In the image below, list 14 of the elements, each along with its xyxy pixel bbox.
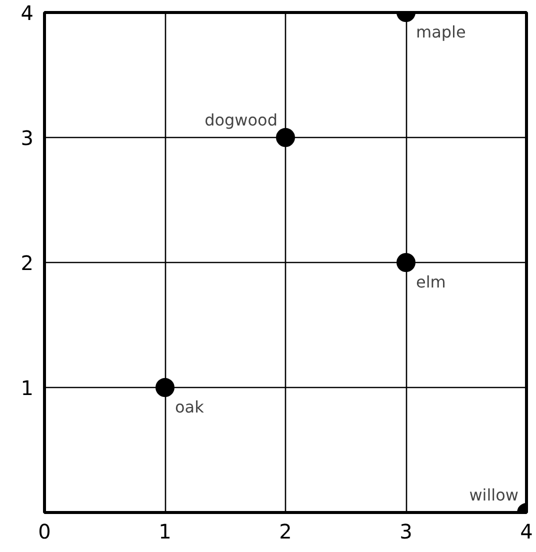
annotation: maple (416, 22, 466, 42)
annotation: dogwood (204, 110, 278, 130)
y-tick-label: 3 (20, 126, 34, 150)
y-tick-label: 2 (20, 251, 34, 275)
y-tick-label: 4 (20, 1, 34, 25)
x-tick-label: 2 (279, 520, 292, 544)
y-tick-label: 1 (20, 376, 34, 400)
annotation: willow (469, 486, 518, 504)
annotation: oak (175, 398, 205, 416)
x-tick-label: 1 (158, 520, 172, 544)
annotation: elm (416, 272, 446, 292)
x-tick-label: 0 (38, 520, 51, 544)
x-tick-label: 3 (400, 520, 412, 544)
x-tick-label: 4 (520, 520, 533, 544)
